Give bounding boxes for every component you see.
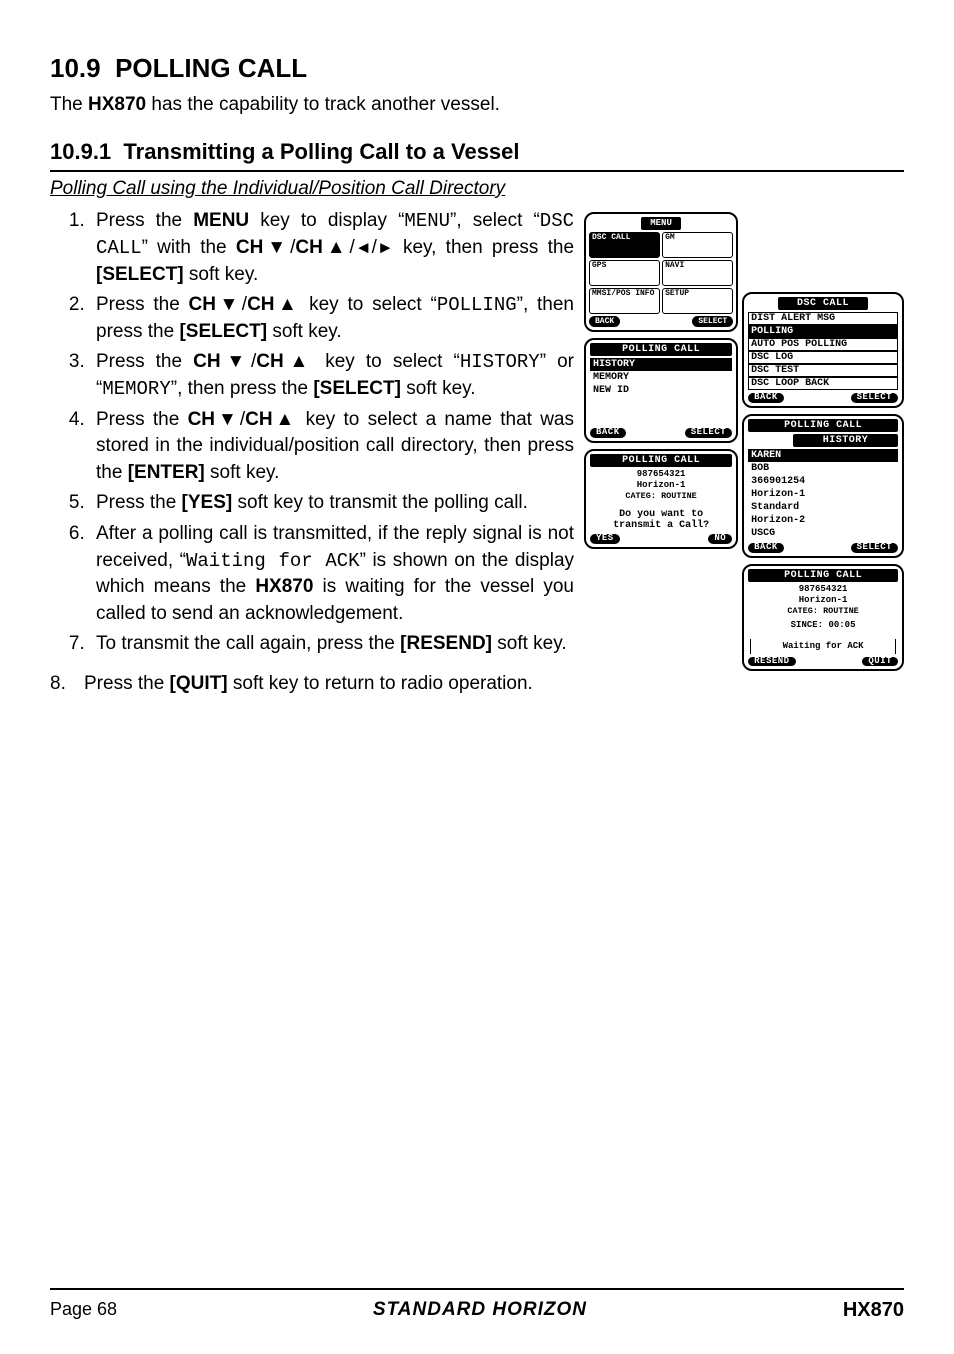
step-8: 8.Press the [QUIT] soft key to return to…	[50, 671, 904, 698]
step-2: Press the CH▼/CH▲ key to select “POLLING…	[90, 292, 574, 345]
step-1: Press the MENU key to display “MENU”, se…	[90, 208, 574, 288]
steps-column: Press the MENU key to display “MENU”, se…	[50, 208, 574, 671]
screens-column: MENU DSC CALL GM GPS NAVI MMSI/POS INFO …	[584, 208, 904, 671]
screen-menu: MENU DSC CALL GM GPS NAVI MMSI/POS INFO …	[584, 212, 738, 332]
brand-name: STANDARD HORIZON	[373, 1297, 587, 1324]
step-7: To transmit the call again, press the [R…	[90, 631, 574, 658]
page-number: Page 68	[50, 1297, 117, 1322]
section-title: 10.9 POLLING CALL	[50, 50, 904, 86]
screen-polling-select: POLLING CALL HISTORY MEMORY NEW ID BACK …	[584, 338, 738, 443]
model-name: HX870	[843, 1296, 904, 1324]
step-5: Press the [YES] soft key to transmit the…	[90, 490, 574, 517]
intro-text: The HX870 has the capability to track an…	[50, 92, 904, 119]
step-6: After a polling call is transmitted, if …	[90, 521, 574, 627]
screen-history: POLLING CALL HISTORY KAREN BOB 366901254…	[742, 414, 904, 558]
screen-dsc-call: DSC CALL DIST ALERT MSG POLLING AUTO POS…	[742, 292, 904, 408]
page-footer: Page 68 STANDARD HORIZON HX870	[50, 1288, 904, 1324]
screen-confirm: POLLING CALL 987654321 Horizon-1 CATEG: …	[584, 449, 738, 549]
screen-waiting: POLLING CALL 987654321 Horizon-1 CATEG: …	[742, 564, 904, 671]
step-4: Press the CH▼/CH▲ key to select a name t…	[90, 407, 574, 487]
subsection-title: 10.9.1 Transmitting a Polling Call to a …	[50, 137, 904, 172]
subsection-subtitle: Polling Call using the Individual/Positi…	[50, 176, 904, 203]
step-3: Press the CH▼/CH▲ key to select “HISTORY…	[90, 349, 574, 402]
